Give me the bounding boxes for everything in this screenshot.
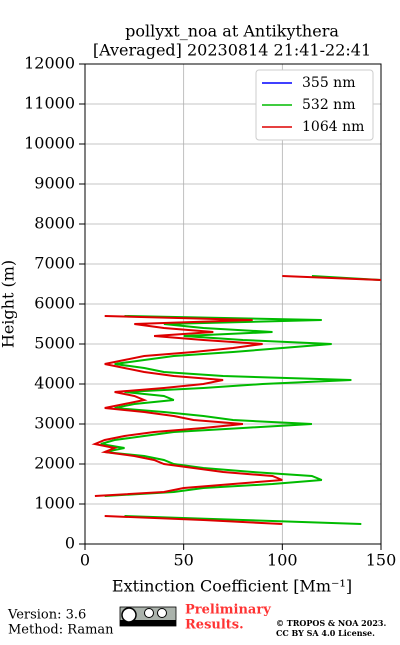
y-tick-label: 6000 bbox=[34, 294, 75, 313]
y-tick-label: 12000 bbox=[24, 54, 75, 73]
x-axis-label: Extinction Coefficient [Mm⁻¹] bbox=[112, 577, 352, 596]
y-tick-label: 10000 bbox=[24, 134, 75, 153]
y-tick-label: 8000 bbox=[34, 214, 75, 233]
x-tick-label: 50 bbox=[173, 551, 193, 570]
preliminary: Preliminary bbox=[185, 603, 271, 618]
plot-frame bbox=[84, 63, 382, 545]
y-axis-label: Height (m) bbox=[0, 260, 18, 348]
y-tick-label: 5000 bbox=[34, 334, 75, 353]
legend-label: 1064 nm bbox=[302, 119, 364, 135]
x-tick-label: 0 bbox=[80, 551, 90, 570]
chart-title: pollyxt_noa at Antikythera bbox=[125, 22, 339, 41]
y-tick-label: 1000 bbox=[34, 494, 75, 513]
y-tick-label: 4000 bbox=[34, 374, 75, 393]
y-tick-label: 7000 bbox=[34, 254, 75, 273]
profile-line bbox=[91, 275, 381, 525]
cc-logo bbox=[119, 606, 177, 627]
y-tick-label: 3000 bbox=[34, 414, 75, 433]
preliminary: Results. bbox=[185, 618, 244, 633]
version: Version: 3.6 bbox=[7, 608, 86, 623]
x-tick-label: 100 bbox=[267, 551, 298, 570]
method: Method: Raman bbox=[8, 623, 114, 638]
legend-label: 532 nm bbox=[302, 97, 355, 113]
copyright: © TROPOS & NOA 2023. bbox=[276, 618, 386, 628]
license: CC BY SA 4.0 License. bbox=[276, 628, 375, 638]
chart-subtitle: [Averaged] 20230814 21:41-22:41 bbox=[93, 41, 371, 60]
legend-box bbox=[255, 69, 374, 141]
x-tick-label: 150 bbox=[366, 551, 397, 570]
y-tick-label: 9000 bbox=[34, 174, 75, 193]
y-tick-label: 2000 bbox=[34, 454, 75, 473]
y-tick-label: 11000 bbox=[24, 94, 75, 113]
y-tick-label: 0 bbox=[65, 534, 75, 553]
legend-label: 355 nm bbox=[302, 75, 355, 91]
